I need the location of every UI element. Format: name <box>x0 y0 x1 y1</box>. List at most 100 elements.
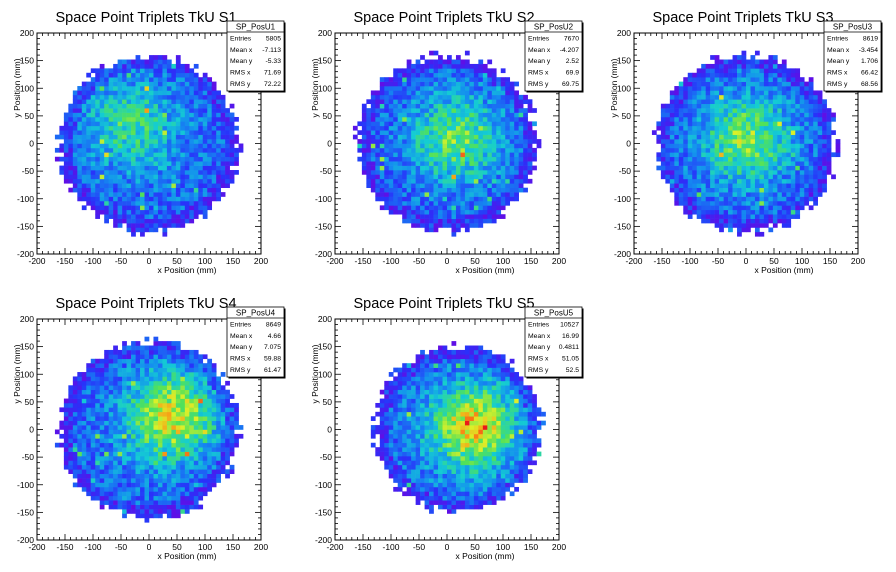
histogram-bin <box>786 99 792 105</box>
histogram-bin <box>171 77 177 82</box>
histogram-bin <box>175 165 181 171</box>
histogram-bin <box>719 112 724 118</box>
histogram-bin <box>772 125 778 131</box>
histogram-bin <box>153 509 159 514</box>
histogram-bin <box>741 227 747 233</box>
histogram-bin <box>157 63 163 69</box>
histogram-bin <box>746 121 751 127</box>
histogram-bin <box>442 63 448 69</box>
histogram-bin <box>741 183 747 188</box>
histogram-bin <box>451 139 457 144</box>
histogram-bin <box>750 143 756 149</box>
histogram-bin <box>714 205 720 211</box>
histogram-bin <box>126 192 132 197</box>
histogram-bin <box>464 72 470 78</box>
histogram-bin <box>388 134 394 140</box>
histogram-bin <box>166 491 172 497</box>
histogram-bin <box>108 125 114 131</box>
histogram-bin <box>184 420 190 426</box>
histogram-bin <box>799 130 805 135</box>
histogram-bin <box>397 209 403 215</box>
histogram-bin <box>397 99 403 105</box>
histogram-bin <box>701 81 706 87</box>
stats-value: -7.113 <box>262 47 281 54</box>
histogram-bin <box>135 183 141 188</box>
histogram-bin <box>166 460 172 466</box>
histogram-bin <box>692 121 698 127</box>
histogram-bin <box>144 209 150 215</box>
histogram-bin <box>117 147 123 153</box>
histogram-bin <box>491 86 497 91</box>
histogram-bin <box>464 50 470 56</box>
histogram-bin <box>198 187 204 193</box>
histogram-bin <box>90 451 96 457</box>
histogram-bin <box>728 209 733 215</box>
histogram-bin <box>72 143 78 149</box>
histogram-bin <box>361 116 367 122</box>
histogram-bin <box>166 77 172 82</box>
histogram-bin <box>514 165 519 171</box>
histogram-bin <box>746 174 751 180</box>
histogram-bin <box>763 130 769 135</box>
histogram-bin <box>126 86 132 91</box>
histogram-bin <box>81 112 87 118</box>
histogram-bin <box>90 433 96 439</box>
histogram-bin <box>202 143 208 149</box>
histogram-bin <box>759 187 765 193</box>
y-tick-label: 200 <box>617 28 631 38</box>
histogram-bin <box>741 218 747 224</box>
histogram-bin <box>696 178 702 184</box>
histogram-bin <box>54 429 60 435</box>
histogram-bin <box>220 161 226 166</box>
histogram-bin <box>781 143 787 149</box>
histogram-bin <box>86 178 92 184</box>
histogram-bin <box>117 161 123 166</box>
histogram-bin <box>216 112 221 118</box>
histogram-bin <box>144 354 150 360</box>
histogram-bin <box>406 81 412 87</box>
histogram-bin <box>113 358 118 364</box>
histogram-bin <box>153 433 159 439</box>
histogram-bin <box>397 178 403 184</box>
histogram-bin <box>166 99 172 105</box>
histogram-bin <box>180 90 186 96</box>
histogram-bin <box>737 178 742 184</box>
histogram-bin <box>741 196 747 202</box>
histogram-bin <box>455 90 461 96</box>
histogram-bin <box>808 165 814 171</box>
histogram-bin <box>420 165 425 171</box>
histogram-bin <box>660 152 666 158</box>
histogram-bin <box>669 103 675 109</box>
histogram-bin <box>768 55 774 60</box>
histogram-bin <box>424 99 430 105</box>
histogram-bin <box>144 517 150 523</box>
histogram-bin <box>473 165 479 171</box>
histogram-bin <box>140 491 145 497</box>
histogram-bin <box>104 358 109 364</box>
histogram-bin <box>429 152 434 158</box>
histogram-bin <box>674 90 680 96</box>
histogram-bin <box>180 174 186 180</box>
histogram-bin <box>714 223 720 228</box>
histogram-bin <box>438 200 443 206</box>
histogram-bin <box>184 94 190 100</box>
y-tick-label: 100 <box>318 83 332 93</box>
histogram-bin <box>104 139 109 144</box>
histogram-bin <box>220 94 226 100</box>
histogram-bin <box>777 187 783 193</box>
histogram-bin <box>701 143 706 149</box>
histogram-bin <box>500 116 506 122</box>
histogram-bin <box>211 103 217 109</box>
histogram-bin <box>153 94 159 100</box>
histogram-bin <box>505 77 511 82</box>
histogram-bin <box>104 152 109 158</box>
x-tick-label: -200 <box>28 256 45 266</box>
histogram-bin <box>95 473 101 479</box>
histogram-bin <box>464 178 470 184</box>
histogram-bin <box>229 112 235 118</box>
histogram-bin <box>149 134 154 140</box>
histogram-bin <box>140 509 145 514</box>
histogram-bin <box>131 139 136 144</box>
histogram-bin <box>705 99 711 105</box>
histogram-bin <box>189 139 195 144</box>
